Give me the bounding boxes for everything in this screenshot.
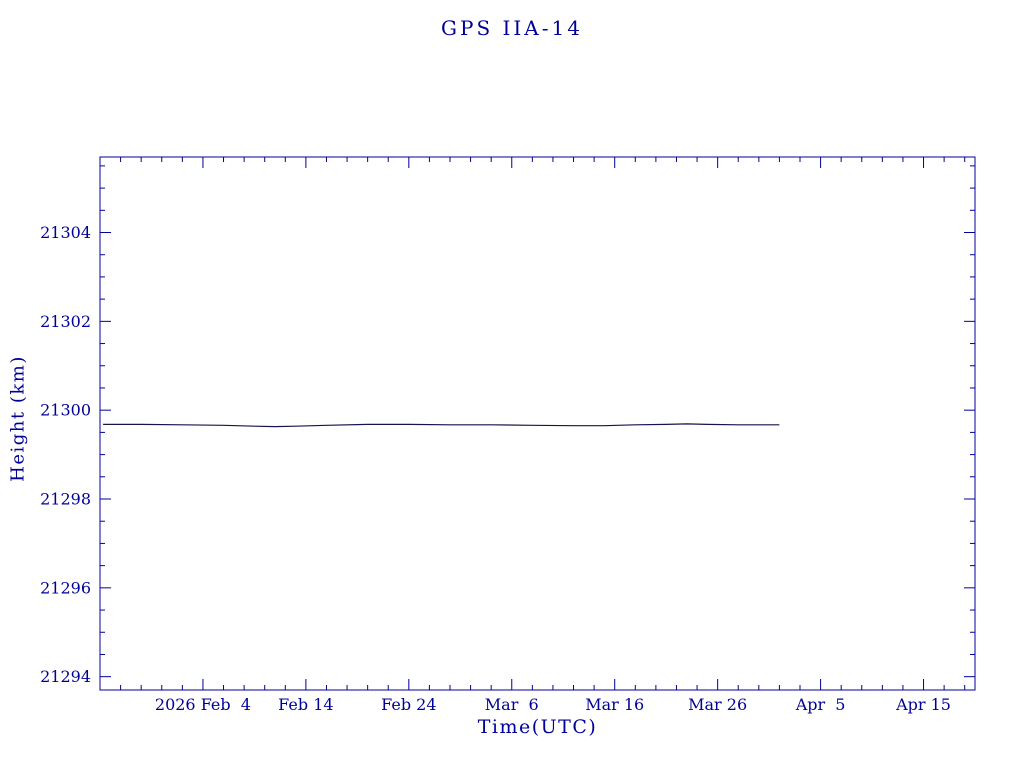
y-tick-label: 21300 xyxy=(40,401,91,420)
x-tick-label: 2026 Feb 4 xyxy=(155,695,251,714)
plot-frame xyxy=(99,156,976,691)
x-axis-label: Time(UTC) xyxy=(477,716,598,738)
x-tick-label: Apr 15 xyxy=(895,695,951,714)
y-tick-label: 21298 xyxy=(40,490,91,509)
y-tick-label: 21294 xyxy=(40,667,91,686)
x-tick-label: Feb 24 xyxy=(381,695,436,714)
y-tick-label: 21296 xyxy=(40,578,91,597)
y-tick-label: 21304 xyxy=(40,223,91,242)
x-tick-label: Feb 14 xyxy=(278,695,333,714)
chart-title: GPS IIA-14 xyxy=(441,16,583,40)
x-tick-label: Mar 6 xyxy=(485,695,539,714)
y-tick-label: 21302 xyxy=(40,312,91,331)
height-series-line xyxy=(103,423,780,428)
x-tick-label: Mar 26 xyxy=(688,695,747,714)
x-tick-label: Apr 5 xyxy=(795,695,846,714)
x-tick-label: Mar 16 xyxy=(585,695,644,714)
